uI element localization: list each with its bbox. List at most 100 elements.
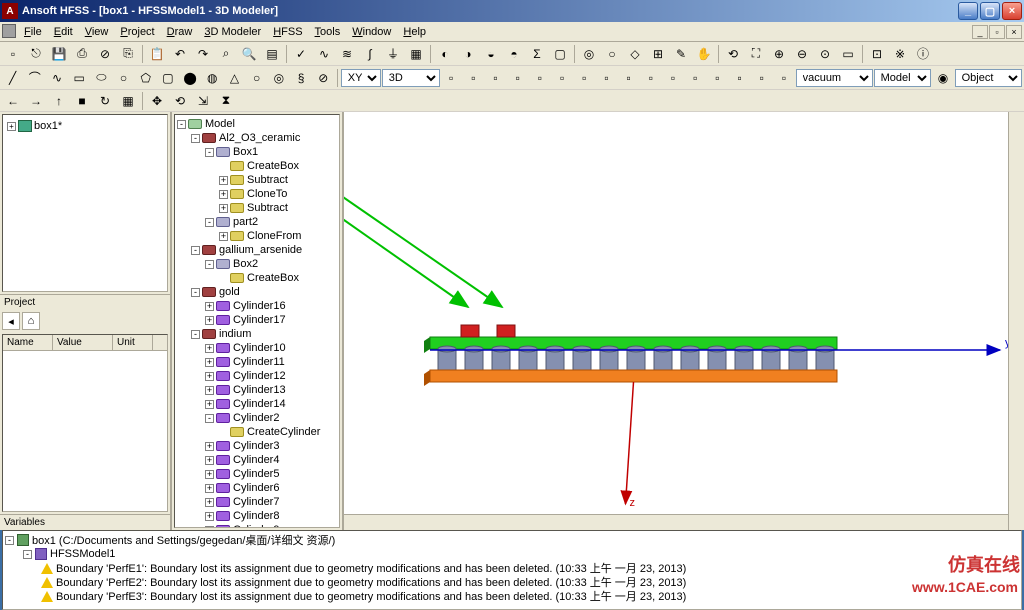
shape-arc-button[interactable]: ⌒ [24, 68, 45, 88]
fwd-button[interactable]: → [25, 91, 47, 111]
tree-item[interactable]: +Cylinder16 [177, 299, 337, 313]
shape-helix-button[interactable]: § [290, 68, 311, 88]
tree-item[interactable]: CreateBox [177, 159, 337, 173]
grp-button[interactable]: ⊞ [647, 44, 669, 64]
view-btn-2[interactable]: ▫ [485, 68, 506, 88]
menu-help[interactable]: Help [397, 24, 432, 40]
expand-icon[interactable]: - [191, 330, 200, 339]
expand-icon[interactable]: + [205, 512, 214, 521]
tree-item[interactable]: +CloneFrom [177, 229, 337, 243]
view-btn-12[interactable]: ▫ [707, 68, 728, 88]
tree-item[interactable]: +Cylinder10 [177, 341, 337, 355]
mesh-button[interactable]: ▦ [405, 44, 427, 64]
check-button[interactable]: ✓ [290, 44, 312, 64]
collapse-icon[interactable]: - [23, 550, 32, 559]
wave-button[interactable]: ≋ [336, 44, 358, 64]
project-tree-root[interactable]: + box1* [7, 119, 163, 133]
expand-icon[interactable]: - [191, 246, 200, 255]
tree-item[interactable]: +Cylinder12 [177, 369, 337, 383]
sph-button[interactable]: ○ [601, 44, 623, 64]
message-tree[interactable]: - box1 (C:/Documents and Settings/gegeda… [3, 531, 1021, 605]
plot-button[interactable]: ∿ [313, 44, 335, 64]
3d-viewport[interactable]: yz [344, 112, 1024, 530]
props-col-unit[interactable]: Unit [113, 335, 153, 350]
material-select[interactable]: vacuum [796, 69, 873, 87]
message-warning-row[interactable]: Boundary 'PerfE3': Boundary lost its ass… [5, 589, 1019, 603]
view-btn-7[interactable]: ▫ [596, 68, 617, 88]
level-select[interactable]: Model [874, 69, 932, 87]
shape-oval-button[interactable]: ⬭ [91, 68, 112, 88]
open-button[interactable]: ⎋ [25, 44, 47, 64]
view-btn-6[interactable]: ▫ [574, 68, 595, 88]
menu-3d-modeler[interactable]: 3D Modeler [198, 24, 267, 40]
view-btn-15[interactable]: ▫ [773, 68, 794, 88]
move-button[interactable]: ✥ [146, 91, 168, 111]
model-tree[interactable]: -Model-Al2_O3_ceramic-Box1CreateBox+Subt… [175, 115, 339, 528]
a4-button[interactable]: ◓ [503, 44, 525, 64]
print-button[interactable]: ⎙ [71, 44, 93, 64]
project-tree[interactable]: + box1* [3, 115, 167, 137]
props-col-value[interactable]: Value [53, 335, 113, 350]
db-button[interactable]: ⏚ [382, 44, 404, 64]
ruler-button[interactable]: ▤ [261, 44, 283, 64]
tree-item[interactable]: -gold [177, 285, 337, 299]
menu-draw[interactable]: Draw [161, 24, 199, 40]
info-button[interactable]: ⓘ [912, 44, 934, 64]
shape-sph-button[interactable]: ○ [246, 68, 267, 88]
undo-button[interactable]: ↶ [169, 44, 191, 64]
expand-icon[interactable]: - [191, 134, 200, 143]
menu-project[interactable]: Project [114, 24, 160, 40]
stop-button[interactable]: ■ [71, 91, 93, 111]
view-btn-0[interactable]: ▫ [441, 68, 462, 88]
expand-icon[interactable]: + [205, 498, 214, 507]
save-button[interactable]: 💾 [48, 44, 70, 64]
tree-item[interactable]: CreateBox [177, 271, 337, 285]
menu-window[interactable]: Window [346, 24, 397, 40]
view-btn-9[interactable]: ▫ [640, 68, 661, 88]
grid-button[interactable]: ▦ [117, 91, 139, 111]
menu-tools[interactable]: Tools [309, 24, 347, 40]
view-btn-3[interactable]: ▫ [507, 68, 528, 88]
new-button[interactable]: ▫ [2, 44, 24, 64]
back-button[interactable]: ← [2, 91, 24, 111]
message-model-row[interactable]: - HFSSModel1 [5, 547, 1019, 561]
close-button[interactable]: × [1002, 2, 1022, 20]
paste-button[interactable]: 📋 [146, 44, 168, 64]
expand-icon[interactable]: + [7, 122, 16, 131]
tree-item[interactable]: +Cylinder4 [177, 453, 337, 467]
shape-poly-button[interactable]: ⬠ [135, 68, 156, 88]
mdi-minimize-button[interactable]: _ [972, 25, 988, 39]
collapse-icon[interactable]: - [5, 536, 14, 545]
expand-icon[interactable]: - [205, 218, 214, 227]
mirror-button[interactable]: ⧗ [215, 91, 237, 111]
view-btn-1[interactable]: ▫ [463, 68, 484, 88]
scale-button[interactable]: ⇲ [192, 91, 214, 111]
view-btn-8[interactable]: ▫ [618, 68, 639, 88]
tree-item[interactable]: +Cylinder14 [177, 397, 337, 411]
expand-icon[interactable]: + [219, 204, 228, 213]
menu-hfss[interactable]: HFSS [267, 24, 308, 40]
expand-icon[interactable]: + [219, 232, 228, 241]
win-button[interactable]: ⊡ [866, 44, 888, 64]
horizontal-scrollbar[interactable] [344, 514, 1008, 530]
expand-icon[interactable]: + [205, 316, 214, 325]
sig-button[interactable]: ∫ [359, 44, 381, 64]
all-button[interactable]: ※ [889, 44, 911, 64]
tree-item[interactable]: -Model [177, 117, 337, 131]
expand-icon[interactable]: + [205, 358, 214, 367]
refresh-button[interactable]: ↻ [94, 91, 116, 111]
expand-icon[interactable]: + [205, 470, 214, 479]
shape-spline-button[interactable]: ∿ [46, 68, 67, 88]
tree-item[interactable]: +Cylinder8 [177, 509, 337, 523]
tree-item[interactable]: +Cylinder5 [177, 467, 337, 481]
tree-item[interactable]: +Cylinder7 [177, 495, 337, 509]
shape-cyl2-button[interactable]: ◍ [202, 68, 223, 88]
tree-item[interactable]: -Al2_O3_ceramic [177, 131, 337, 145]
menu-file[interactable]: File [18, 24, 48, 40]
a2-button[interactable]: ◑ [457, 44, 479, 64]
expand-icon[interactable]: + [219, 190, 228, 199]
zoom-button[interactable]: ⌕ [215, 44, 237, 64]
box-button[interactable]: ▢ [549, 44, 571, 64]
shape-circle-button[interactable]: ○ [113, 68, 134, 88]
select-select[interactable]: Object [955, 69, 1022, 87]
